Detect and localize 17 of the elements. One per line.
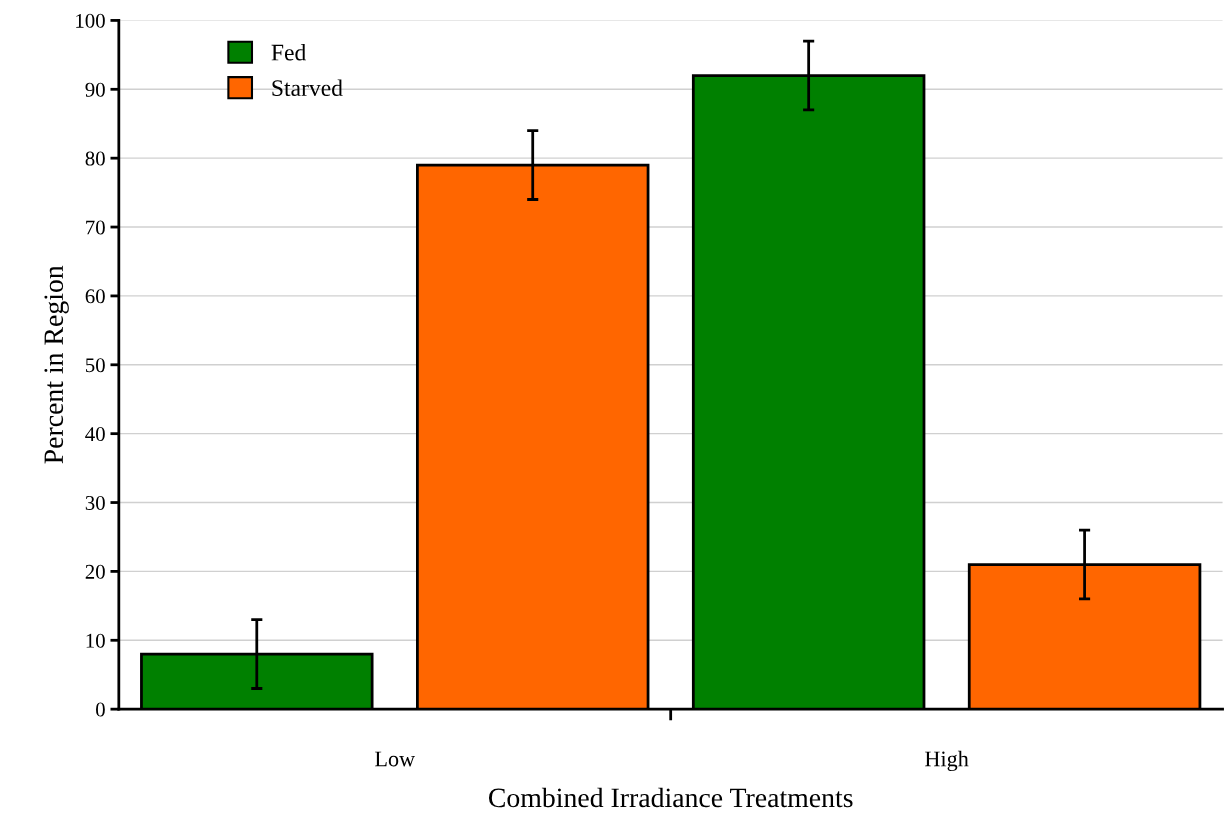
y-tick-label: 50 [86, 358, 105, 373]
y-tick-label: 0 [96, 702, 105, 717]
x-tick-label: High [925, 750, 969, 772]
y-tick-label: 20 [85, 564, 105, 579]
y-tick-label: 90 [85, 82, 105, 97]
y-tick-label: 30 [85, 495, 105, 510]
y-axis-title: Percent in Region [44, 265, 69, 464]
x-axis-title: Combined Irradiance Treatments [488, 787, 853, 808]
y-tick-label: 80 [85, 151, 105, 166]
legend-label: Starved [272, 79, 343, 97]
y-tick-label: 10 [86, 633, 105, 648]
legend-label: Fed [271, 43, 306, 61]
y-tick-label: 60 [85, 289, 105, 304]
y-tick-label: 40 [85, 427, 105, 442]
y-tick-label: 70 [86, 220, 105, 235]
y-tick-label: 100 [76, 13, 105, 28]
x-tick-label: Low [375, 751, 416, 767]
